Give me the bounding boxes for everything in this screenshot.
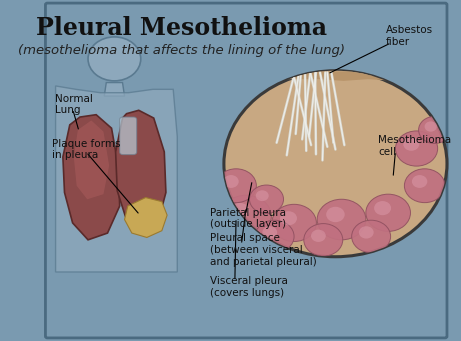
Circle shape	[256, 190, 269, 201]
Circle shape	[224, 71, 447, 257]
Circle shape	[374, 201, 391, 215]
Circle shape	[352, 220, 390, 253]
Circle shape	[304, 224, 343, 256]
Polygon shape	[224, 71, 447, 81]
Circle shape	[404, 169, 445, 203]
Text: Mesothelioma
cell: Mesothelioma cell	[378, 135, 451, 157]
Circle shape	[412, 175, 427, 188]
Text: Parietal pleura
(outside layer): Parietal pleura (outside layer)	[210, 208, 286, 229]
Text: Normal
Lung: Normal Lung	[55, 94, 93, 115]
Ellipse shape	[88, 37, 141, 81]
Circle shape	[366, 194, 410, 232]
Text: Pleural space
(between visceral
and parietal pleural): Pleural space (between visceral and pari…	[210, 233, 316, 267]
Circle shape	[255, 220, 294, 253]
Circle shape	[221, 195, 272, 237]
Circle shape	[403, 137, 420, 151]
Circle shape	[326, 207, 345, 222]
Polygon shape	[104, 83, 124, 96]
Text: Visceral pleura
(covers lungs): Visceral pleura (covers lungs)	[210, 277, 288, 298]
FancyBboxPatch shape	[120, 117, 137, 154]
FancyBboxPatch shape	[46, 3, 447, 338]
Circle shape	[419, 116, 451, 144]
Polygon shape	[116, 110, 166, 230]
Polygon shape	[124, 197, 167, 237]
Text: Pleural Mesothelioma: Pleural Mesothelioma	[36, 16, 327, 41]
Circle shape	[230, 203, 249, 219]
Polygon shape	[63, 115, 120, 240]
Polygon shape	[224, 59, 447, 78]
Circle shape	[262, 226, 277, 239]
Polygon shape	[56, 86, 177, 272]
Circle shape	[396, 131, 437, 166]
Circle shape	[223, 175, 239, 188]
Circle shape	[280, 211, 297, 225]
Circle shape	[249, 185, 284, 213]
Text: Asbestos
fiber: Asbestos fiber	[386, 25, 433, 47]
Circle shape	[425, 121, 437, 132]
Circle shape	[317, 199, 366, 240]
Polygon shape	[74, 120, 109, 199]
Circle shape	[272, 204, 316, 241]
Circle shape	[216, 169, 256, 203]
Text: Plaque forms
in pleura: Plaque forms in pleura	[53, 139, 121, 160]
Text: (mesothelioma that affects the lining of the lung): (mesothelioma that affects the lining of…	[18, 44, 345, 57]
Circle shape	[311, 229, 326, 242]
Circle shape	[359, 226, 374, 239]
